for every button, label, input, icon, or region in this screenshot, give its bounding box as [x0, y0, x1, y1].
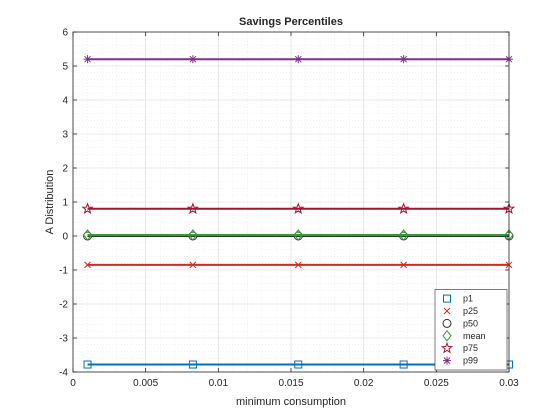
data-point-p99: [188, 55, 197, 64]
y-tick-label: 4: [62, 96, 68, 107]
series-layer: [81, 55, 516, 369]
data-point-p25: [294, 261, 302, 269]
marker-stroke: [84, 55, 91, 63]
data-point-mean: [82, 229, 93, 241]
y-tick-label: -1: [59, 266, 68, 277]
legend-label: mean: [463, 331, 486, 341]
legend-item-p75: p75: [440, 341, 478, 354]
data-point-p99: [399, 55, 408, 64]
data-point-mean: [293, 229, 303, 241]
y-tick-label: 1: [62, 198, 68, 209]
y-tick-label: -4: [59, 368, 68, 379]
legend-item-mean: mean: [442, 329, 486, 342]
data-point-p99: [83, 55, 92, 64]
x-tick-label: 0.015: [278, 378, 303, 389]
legend-label: p75: [463, 343, 478, 353]
data-point-mean: [188, 229, 198, 241]
series-p99: [83, 55, 513, 64]
legend-item-p1: p1: [443, 294, 473, 304]
data-point-p25: [400, 261, 407, 269]
marker-stroke: [294, 261, 302, 269]
legend-item-p25: p25: [443, 306, 478, 316]
x-axis-label: minimum consumption: [236, 396, 346, 408]
y-tick-label: 6: [62, 28, 68, 39]
marker-stroke: [443, 357, 451, 364]
x-tick-label: 0.005: [133, 378, 158, 389]
legend-label: p99: [463, 356, 478, 366]
data-point-p1: [83, 360, 92, 369]
legend-marker: [443, 307, 451, 315]
data-point-mean: [398, 229, 409, 241]
x-tick-label: 0.025: [424, 378, 449, 389]
y-tick-label: 3: [62, 130, 68, 141]
data-point-p75: [186, 202, 200, 215]
legend-marker: [442, 318, 452, 328]
marker-stroke: [443, 307, 451, 315]
x-tick-label: 0.03: [499, 378, 519, 389]
data-point-p1: [294, 360, 303, 369]
legend-marker: [440, 341, 454, 354]
data-point-p1: [188, 360, 197, 369]
x-tick-label: 0.01: [209, 378, 229, 389]
x-tick-label: 0: [70, 378, 76, 389]
legend-label: p25: [463, 306, 478, 316]
y-tick-label: 5: [62, 62, 68, 73]
legend-marker: [443, 294, 451, 303]
marker-stroke: [84, 261, 91, 269]
y-tick-label: 0: [62, 232, 68, 243]
marker-stroke: [189, 261, 197, 269]
marker-stroke: [189, 55, 197, 63]
y-tick-label: 2: [62, 164, 68, 175]
legend-label: p50: [463, 318, 478, 328]
data-point-p75: [81, 202, 94, 215]
ticks-layer: 0 0.005 0.01 0.015 0.02 0.025 0.03 -4 -3 -2 -1 0 1 2 3…: [59, 28, 519, 390]
marker-stroke: [400, 55, 407, 63]
legend: p1 p25 p50 mean p75 p99: [434, 289, 508, 371]
x-tick-label: 0.02: [354, 378, 374, 389]
series-mean: [82, 229, 514, 241]
data-point-p25: [84, 261, 91, 269]
series-p25: [84, 261, 513, 269]
legend-label: p1: [463, 294, 473, 304]
marker-stroke: [294, 55, 302, 63]
legend-item-p99: p99: [443, 356, 478, 366]
y-tick-label: -2: [59, 300, 68, 311]
marker-stroke: [400, 261, 407, 269]
data-point-p25: [189, 261, 197, 269]
data-point-p99: [294, 55, 303, 64]
y-axis-label: A Distribution: [44, 170, 56, 235]
chart-title: Savings Percentiles: [239, 16, 343, 28]
legend-marker: [442, 329, 452, 342]
data-point-p1: [399, 360, 408, 369]
legend-item-p50: p50: [442, 318, 478, 328]
data-point-p75: [292, 202, 305, 215]
data-point-p75: [397, 202, 410, 215]
y-tick-label: -3: [59, 334, 68, 345]
legend-marker: [443, 356, 451, 365]
